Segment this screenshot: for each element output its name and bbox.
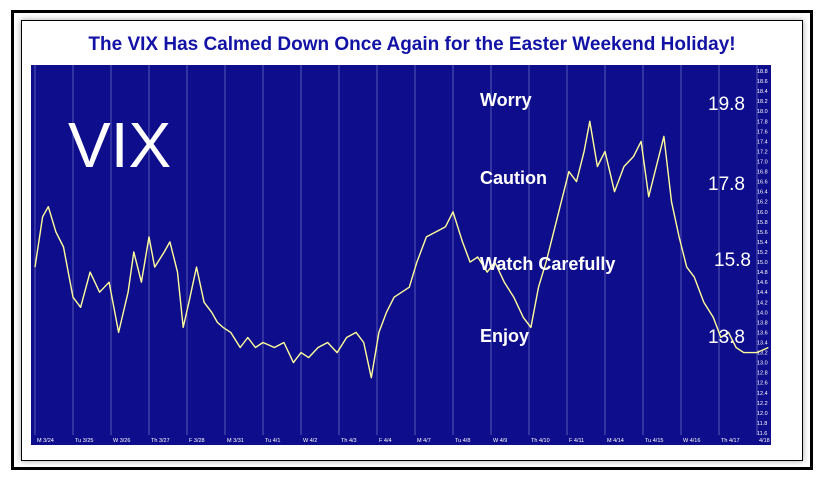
y-tick-label: 12.6 [757,381,768,387]
y-tick-label: 14.2 [757,300,768,306]
y-tick-label: 18.2 [757,99,768,105]
x-tick-label: W 4/2 [303,438,317,444]
x-tick-label: Tu 3/25 [75,438,93,444]
y-tick-label: 12.0 [757,411,768,417]
y-tick-label: 11.6 [757,431,767,437]
y-tick-label: 18.6 [757,79,768,85]
x-tick-label: F 4/4 [379,438,392,444]
y-tick-label: 15.8 [757,220,768,226]
y-tick-label: 13.6 [757,330,768,336]
zone-label-enjoy: Enjoy [480,326,529,347]
zone-label-worry: Worry [480,90,532,111]
x-tick-label: Tu 4/1 [265,438,280,444]
y-tick-label: 14.8 [757,270,768,276]
y-tick-label: 17.0 [757,160,768,166]
y-tick-label: 15.2 [757,250,768,256]
y-tick-label: 15.6 [757,230,768,236]
chart-title: The VIX Has Calmed Down Once Again for t… [22,34,802,56]
y-tick-label: 12.4 [757,391,768,397]
y-tick-label: 12.8 [757,371,768,377]
y-tick-label: 18.8 [757,69,768,75]
y-tick-label: 13.4 [757,341,768,347]
x-tick-label: Th 4/3 [341,438,357,444]
y-tick-label: 13.8 [757,320,768,326]
x-tick-label: Tu 4/15 [645,438,663,444]
y-tick-label: 13.0 [757,361,768,367]
y-tick-label: 16.2 [757,200,768,206]
y-tick-label: 15.4 [757,240,768,246]
x-tick-label: W 4/16 [683,438,700,444]
x-tick-label: M 3/31 [227,438,244,444]
x-tick-label: Th 4/17 [721,438,740,444]
y-tick-label: 18.0 [757,109,768,115]
vix-big-label: VIX [68,108,171,182]
y-tick-label: 16.8 [757,170,768,176]
x-tick-label: W 3/26 [113,438,130,444]
x-tick-label: M 3/24 [37,438,54,444]
y-tick-label: 18.4 [757,89,768,95]
y-tick-label: 12.2 [757,401,768,407]
y-tick-label: 17.6 [757,129,768,135]
zone-level-watch-carefully: 15.8 [714,250,751,272]
x-tick-label: Tu 4/8 [455,438,470,444]
x-tick-label: Th 4/10 [531,438,550,444]
zone-level-enjoy: 13.8 [708,327,745,349]
x-tick-label: F 3/28 [189,438,205,444]
x-tick-label: F 4/11 [569,438,584,444]
y-tick-label: 16.0 [757,210,768,216]
y-tick-label: 14.4 [757,290,768,296]
y-tick-label: 16.6 [757,180,768,186]
y-tick-label: 14.6 [757,280,768,286]
x-tick-label: M 4/14 [607,438,624,444]
x-tick-label: W 4/9 [493,438,507,444]
x-tick-label: Th 3/27 [151,438,170,444]
x-tick-label: 4/18 F [759,438,771,444]
y-tick-label: 17.2 [757,149,768,155]
y-tick-label: 17.4 [757,139,768,145]
y-tick-label: 15.0 [757,260,768,266]
zone-level-caution: 17.8 [708,174,745,196]
zone-level-worry: 19.8 [708,94,745,116]
zone-label-caution: Caution [480,168,547,189]
y-tick-label: 17.8 [757,119,768,125]
y-tick-label: 16.4 [757,190,768,196]
y-tick-label: 11.8 [757,421,767,427]
zone-label-watch-carefully: Watch Carefully [480,254,615,275]
x-tick-label: M 4/7 [417,438,431,444]
y-tick-label: 14.0 [757,310,768,316]
